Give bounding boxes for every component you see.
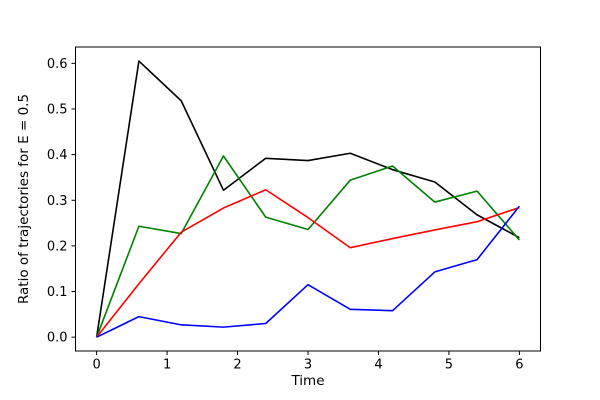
y-tick-label: 0.4 bbox=[47, 148, 68, 163]
y-tick-label: 0.5 bbox=[47, 102, 68, 117]
x-tick-label: 3 bbox=[304, 358, 312, 373]
y-tick-label: 0.2 bbox=[47, 239, 68, 254]
series-red-line bbox=[96, 188, 520, 338]
x-tick-label: 1 bbox=[163, 358, 171, 373]
series-blue-line bbox=[96, 205, 520, 338]
series-green-line bbox=[95, 155, 520, 338]
x-tick-label: 5 bbox=[445, 358, 453, 373]
plot-frame bbox=[75, 46, 541, 352]
x-tick-label: 4 bbox=[374, 358, 382, 373]
x-axis-label: Time bbox=[291, 373, 325, 389]
x-tick-label: 0 bbox=[92, 358, 100, 373]
y-axis-label: Ratio of trajectories for E = 0.5 bbox=[16, 93, 32, 305]
x-tick-label: 6 bbox=[515, 358, 523, 373]
series-black-line bbox=[95, 60, 520, 338]
y-tick-label: 0.1 bbox=[47, 285, 68, 300]
x-tick-label: 2 bbox=[233, 358, 241, 373]
y-tick-label: 0.3 bbox=[47, 194, 68, 209]
y-tick-label: 0.6 bbox=[47, 57, 68, 72]
y-tick-label: 0.0 bbox=[47, 331, 68, 346]
